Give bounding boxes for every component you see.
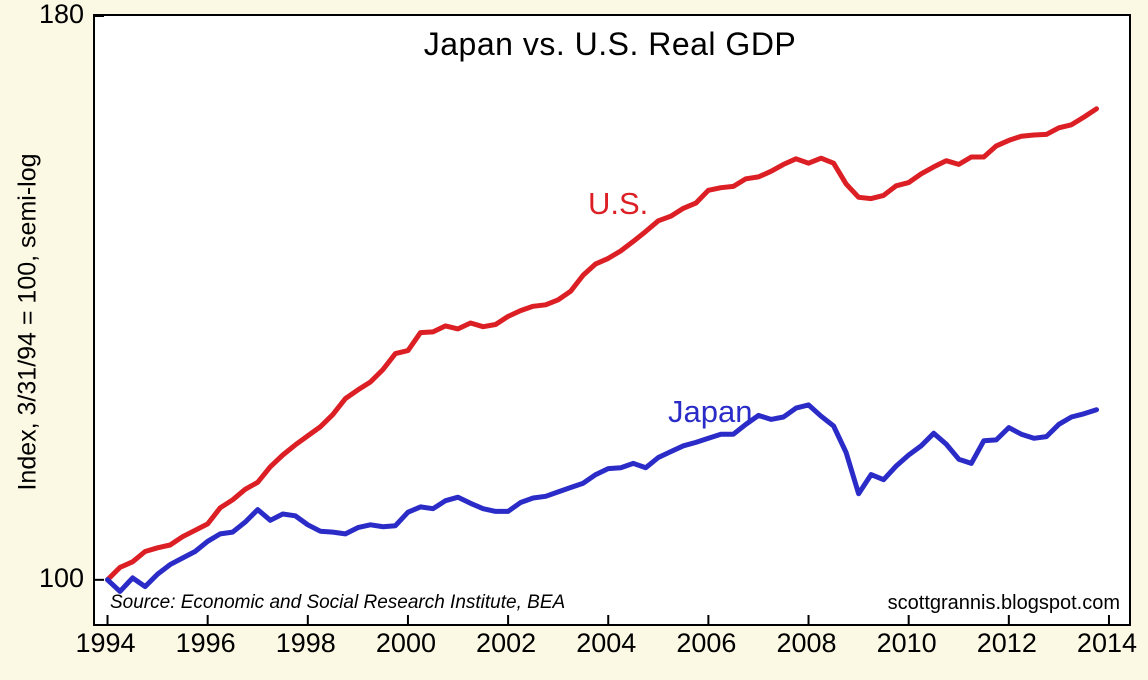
japan-series-label: Japan [668, 394, 753, 429]
japan-line [105, 402, 1099, 594]
x-tick-label: 1994 [75, 628, 136, 658]
x-tick-label: 1996 [175, 628, 236, 658]
x-tick-label: 2014 [1076, 628, 1138, 658]
x-axis-tick-labels: 1994 1996 1998 2000 2002 2004 2006 2008 2010 2012… [0, 628, 1148, 668]
y-tick-label: 180 [38, 0, 84, 29]
x-tick-label: 2006 [676, 628, 737, 658]
plot-svg [95, 16, 1110, 624]
source-note: Source: Economic and Social Research Ins… [110, 592, 566, 613]
us-series-label: U.S. [588, 186, 649, 221]
watermark-url: scottgrannis.blogspot.com [887, 592, 1120, 614]
x-tick-label: 2008 [776, 628, 837, 658]
x-tick-label: 2002 [476, 628, 537, 658]
plot-area [93, 14, 1131, 626]
x-tick-label: 1998 [275, 628, 336, 658]
x-tick-label: 2004 [576, 628, 637, 658]
x-tick-label: 2000 [375, 628, 436, 658]
y-tick-label: 100 [38, 562, 84, 593]
x-tick-label: 2012 [976, 628, 1037, 658]
chart-title: Japan vs. U.S. Real GDP [423, 26, 797, 62]
y-axis-tick-labels: 180 100 [16, 0, 84, 622]
x-tick-label: 2010 [876, 628, 937, 658]
us-line [105, 106, 1099, 583]
